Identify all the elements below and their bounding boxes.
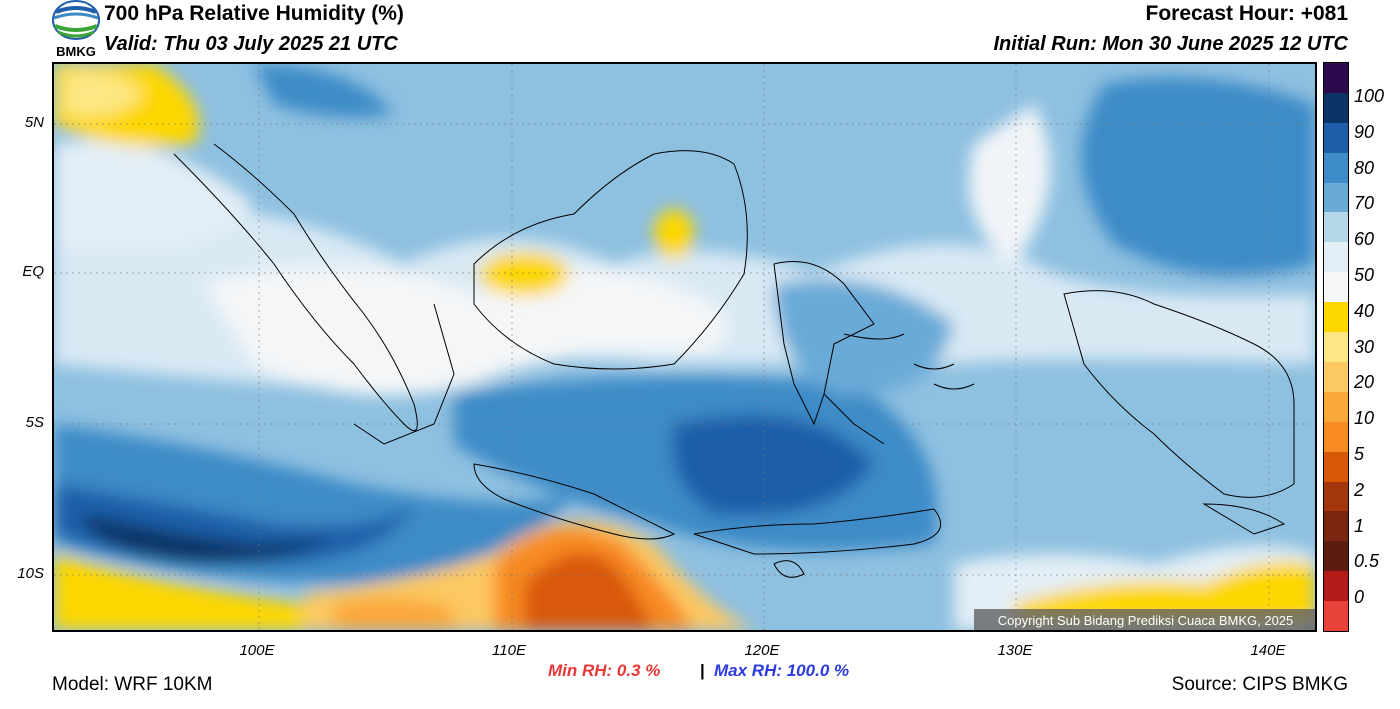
- source-label: Source: CIPS BMKG: [1171, 674, 1348, 695]
- x-tick-label: 120E: [744, 642, 780, 659]
- x-tick-label: 130E: [997, 642, 1033, 659]
- colorbar-segment: [1324, 122, 1348, 154]
- stats-separator: |: [700, 661, 705, 680]
- colorbar-segment: [1324, 212, 1348, 243]
- colorbar-segment: [1324, 601, 1348, 632]
- colorbar-label: 2: [1354, 479, 1365, 500]
- bmkg-logo: BMKG: [52, 0, 100, 60]
- colorbar-label: 5: [1354, 444, 1365, 464]
- colorbar-label: 90: [1354, 121, 1375, 142]
- map-canvas: [54, 64, 1315, 630]
- colorbar: [1323, 62, 1349, 632]
- colorbar-segment: [1324, 511, 1348, 542]
- colorbar-label: 0.5: [1354, 551, 1380, 572]
- colorbar-label: 100: [1354, 86, 1385, 106]
- logo-text: BMKG: [56, 44, 96, 59]
- colorbar-segment: [1324, 182, 1348, 213]
- max-rh: Max RH: 100.0 %: [714, 661, 850, 680]
- colorbar-label: 40: [1354, 300, 1375, 321]
- colorbar-label: 30: [1354, 336, 1375, 357]
- y-tick-label: 10S: [17, 565, 44, 582]
- initial-run: Initial Run: Mon 30 June 2025 12 UTC: [993, 33, 1348, 55]
- colorbar-segment: [1324, 302, 1348, 333]
- colorbar-label: 60: [1354, 229, 1375, 250]
- colorbar-segment: [1324, 451, 1348, 483]
- colorbar-label: 10: [1354, 408, 1375, 429]
- colorbar-label: 80: [1354, 157, 1375, 178]
- x-tick-label: 100E: [239, 642, 275, 659]
- colorbar-label: 50: [1354, 265, 1375, 285]
- colorbar-segment: [1324, 92, 1348, 124]
- copyright-notice: Copyright Sub Bidang Prediksi Cuaca BMKG…: [974, 609, 1315, 630]
- colorbar-segment: [1324, 421, 1348, 453]
- x-tick-label: 110E: [492, 642, 526, 659]
- min-rh: Min RH: 0.3 %: [548, 661, 661, 680]
- colorbar-segment: [1324, 391, 1348, 423]
- x-tick-label: 140E: [1250, 642, 1286, 659]
- colorbar-segment: [1324, 481, 1348, 512]
- colorbar-label: 70: [1354, 193, 1375, 214]
- y-tick-label: EQ: [22, 263, 44, 280]
- colorbar-segment: [1324, 541, 1348, 572]
- humidity-map: Copyright Sub Bidang Prediksi Cuaca BMKG…: [52, 62, 1317, 632]
- colorbar-segment: [1324, 361, 1348, 393]
- map-title: 700 hPa Relative Humidity (%): [104, 2, 404, 25]
- colorbar-label: 20: [1354, 372, 1375, 393]
- model-label: Model: WRF 10KM: [52, 674, 213, 695]
- forecast-hour: Forecast Hour: +081: [1145, 2, 1349, 25]
- colorbar-label: 1: [1354, 515, 1365, 536]
- colorbar-segment: [1324, 63, 1348, 94]
- colorbar-segment: [1324, 332, 1348, 363]
- colorbar-segment: [1324, 272, 1348, 303]
- valid-time: Valid: Thu 03 July 2025 21 UTC: [104, 33, 398, 55]
- colorbar-label: 0: [1354, 587, 1365, 608]
- y-tick-label: 5N: [24, 114, 44, 131]
- colorbar-segment: [1324, 242, 1348, 273]
- y-tick-label: 5S: [25, 414, 44, 431]
- colorbar-segment: [1324, 152, 1348, 184]
- colorbar-segment: [1324, 571, 1348, 602]
